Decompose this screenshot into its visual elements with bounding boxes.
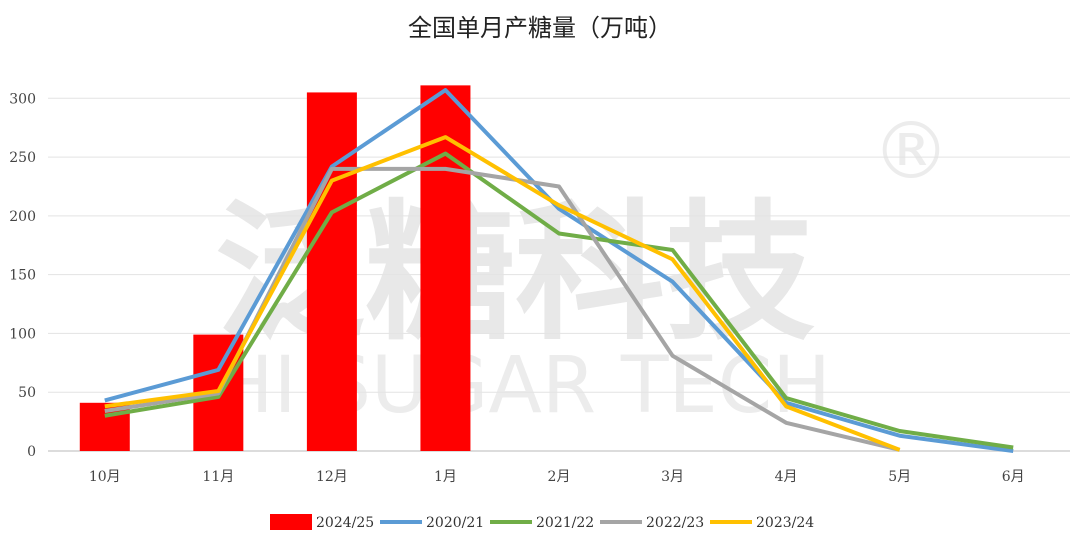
chart-title: 全国单月产糖量（万吨） xyxy=(408,14,672,42)
x-tick-label: 12月 xyxy=(316,469,348,485)
legend-label: 2024/25 xyxy=(316,515,374,531)
x-tick-label: 10月 xyxy=(89,469,121,485)
y-tick-label: 250 xyxy=(9,150,36,166)
x-tick-label: 2月 xyxy=(548,469,571,485)
watermark-registered: ® xyxy=(872,107,950,197)
legend-label: 2020/21 xyxy=(426,515,484,531)
y-tick-label: 300 xyxy=(9,91,36,107)
legend-label: 2022/23 xyxy=(646,515,704,531)
line-series-2023-24 xyxy=(104,135,901,452)
x-tick-label: 11月 xyxy=(202,469,234,485)
y-tick-label: 100 xyxy=(9,326,36,342)
bar-2024-25 xyxy=(306,92,357,452)
y-tick-label: 200 xyxy=(9,209,36,225)
y-tick-label: 0 xyxy=(27,444,36,460)
x-tick-label: 3月 xyxy=(661,469,684,485)
bar-2024-25 xyxy=(420,85,471,451)
legend-swatch xyxy=(270,514,312,530)
legend-label: 2023/24 xyxy=(756,515,814,531)
line-series-2020-21 xyxy=(104,88,1014,453)
y-tick-label: 150 xyxy=(9,268,36,284)
x-tick-label: 1月 xyxy=(434,469,457,485)
legend-label: 2021/22 xyxy=(536,515,594,531)
x-tick-label: 4月 xyxy=(775,469,798,485)
x-tick-label: 5月 xyxy=(888,469,911,485)
y-tick-label: 50 xyxy=(18,385,36,401)
line-series-2021-22 xyxy=(104,151,1014,450)
x-tick-label: 6月 xyxy=(1002,469,1025,485)
